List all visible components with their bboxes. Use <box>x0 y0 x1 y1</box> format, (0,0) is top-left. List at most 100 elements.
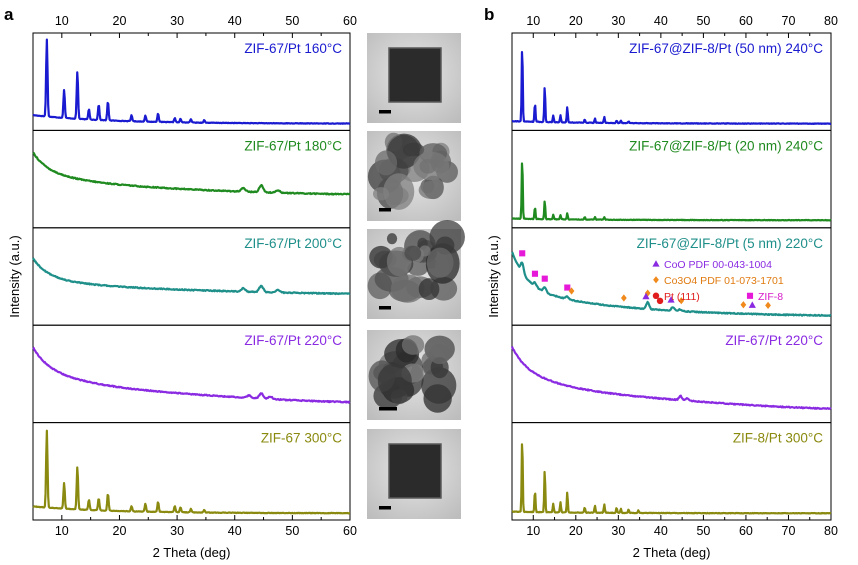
phase-marker <box>656 297 664 305</box>
phase-marker <box>644 289 651 297</box>
tem-image <box>367 219 465 319</box>
phase-marker <box>564 284 571 291</box>
nanoparticle-aggregate <box>429 219 465 255</box>
legend-entry: Pt (111) <box>664 291 700 303</box>
series-label: ZIF-67@ZIF-8/Pt (50 nm) 240°C <box>629 41 823 56</box>
x-tick-label-bottom: 60 <box>343 524 357 538</box>
series-label: ZIF-67@ZIF-8/Pt (20 nm) 240°C <box>629 138 823 153</box>
nanoparticle-aggregate <box>413 151 450 181</box>
x-tick-label-bottom: 80 <box>824 524 838 538</box>
nanocube <box>388 443 442 499</box>
x-tick-label-top: 70 <box>782 14 796 28</box>
phase-marker <box>620 294 627 302</box>
chart-panel-a: 10 10 20 20 30 30 40 40 50 50 60 60 2 Theta (deg) Int… <box>7 14 357 560</box>
x-tick-label-top: 60 <box>739 14 753 28</box>
x-axis-label: 2 Theta (deg) <box>153 545 231 560</box>
nanocube <box>388 47 442 103</box>
tem-image-column <box>367 33 465 519</box>
series-label: ZIF-67/Pt 180°C <box>244 138 342 153</box>
phase-marker <box>541 275 548 282</box>
legend-marker <box>746 292 754 299</box>
series-line <box>510 346 832 410</box>
nanoparticle-aggregate <box>374 150 398 176</box>
x-tick-label-bottom: 70 <box>782 524 796 538</box>
x-tick-label-top: 30 <box>611 14 625 28</box>
legend-entry: CoO PDF 00-043-1004 <box>664 259 772 271</box>
series-label: ZIF-67/Pt 160°C <box>244 41 342 56</box>
nanoparticle-aggregate <box>418 278 440 301</box>
nanoparticle-aggregate <box>418 181 444 199</box>
scale-bar <box>379 110 391 114</box>
x-tick-label-bottom: 50 <box>285 524 299 538</box>
panel-a-label: a <box>4 5 14 24</box>
subplot-frame <box>32 422 351 521</box>
series-line <box>511 443 832 515</box>
x-tick-label-bottom: 50 <box>696 524 710 538</box>
nanoparticle-aggregate <box>404 245 422 261</box>
phase-marker <box>642 292 650 300</box>
x-tick-label-top: 40 <box>654 14 668 28</box>
scale-bar <box>379 306 391 310</box>
nanoparticle-aggregate <box>390 274 425 303</box>
x-tick-label-top: 10 <box>55 14 69 28</box>
x-tick-label-bottom: 20 <box>113 524 127 538</box>
legend-marker <box>652 260 660 267</box>
x-tick-label-top: 50 <box>696 14 710 28</box>
series-label: ZIF-67/Pt 220°C <box>244 333 342 348</box>
x-tick-label-bottom: 60 <box>739 524 753 538</box>
scale-bar <box>379 208 391 212</box>
phase-marker <box>678 297 685 305</box>
phase-marker <box>740 301 747 309</box>
series-label: ZIF-8/Pt 300°C <box>733 431 823 446</box>
x-tick-label-top: 50 <box>285 14 299 28</box>
tem-image <box>367 330 461 420</box>
x-tick-label-bottom: 10 <box>526 524 540 538</box>
phase-marker <box>568 287 575 295</box>
series-line <box>32 151 351 196</box>
series-line <box>511 50 832 125</box>
nanoparticle-aggregate <box>372 187 390 201</box>
series-label: ZIF-67/Pt 220°C <box>725 333 823 348</box>
nanoparticle-aggregate <box>386 233 398 245</box>
series-label: ZIF-67/Pt 200°C <box>244 236 342 251</box>
tem-image <box>367 429 461 519</box>
series-line <box>32 257 351 296</box>
nanoparticle-aggregate <box>401 335 425 355</box>
legend-marker <box>653 276 659 284</box>
x-tick-label-bottom: 20 <box>569 524 583 538</box>
x-axis-label: 2 Theta (deg) <box>633 545 711 560</box>
x-tick-label-top: 20 <box>569 14 583 28</box>
x-tick-label-top: 30 <box>170 14 184 28</box>
series-line <box>32 38 351 125</box>
x-tick-label-bottom: 40 <box>654 524 668 538</box>
x-tick-label-top: 80 <box>824 14 838 28</box>
nanoparticle-aggregate <box>428 344 451 364</box>
series-label: ZIF-67@ZIF-8/Pt (5 nm) 220°C <box>637 236 824 251</box>
y-axis-label: Intensity (a.u.) <box>7 235 22 317</box>
series-label: ZIF-67 300°C <box>261 431 342 446</box>
nanoparticle-aggregate <box>383 173 415 210</box>
x-tick-label-top: 10 <box>526 14 540 28</box>
x-tick-label-bottom: 40 <box>228 524 242 538</box>
legend-entry: Co3O4 PDF 01-073-1701 <box>664 275 784 287</box>
scale-bar <box>379 506 391 510</box>
subplot-frame <box>511 422 832 521</box>
series-line <box>32 429 351 515</box>
x-tick-label-bottom: 30 <box>611 524 625 538</box>
phase-marker <box>667 296 675 303</box>
nanoparticle-aggregate <box>426 247 454 278</box>
x-tick-label-bottom: 30 <box>170 524 184 538</box>
chart-panel-b: 10 10 20 20 30 30 40 40 50 50 60 60 70 70 80 80 2 Theta … <box>486 14 838 560</box>
y-axis-label: Intensity (a.u.) <box>486 235 501 317</box>
phase-marker <box>765 301 771 309</box>
panel-b-label: b <box>484 5 494 24</box>
series-line <box>32 346 351 404</box>
legend-entry: ZIF-8 <box>758 291 783 303</box>
phase-marker <box>531 270 539 277</box>
x-tick-label-top: 60 <box>343 14 357 28</box>
x-tick-label-bottom: 10 <box>55 524 69 538</box>
phase-marker <box>519 250 526 257</box>
scale-bar <box>379 407 397 411</box>
series-line <box>511 251 832 317</box>
